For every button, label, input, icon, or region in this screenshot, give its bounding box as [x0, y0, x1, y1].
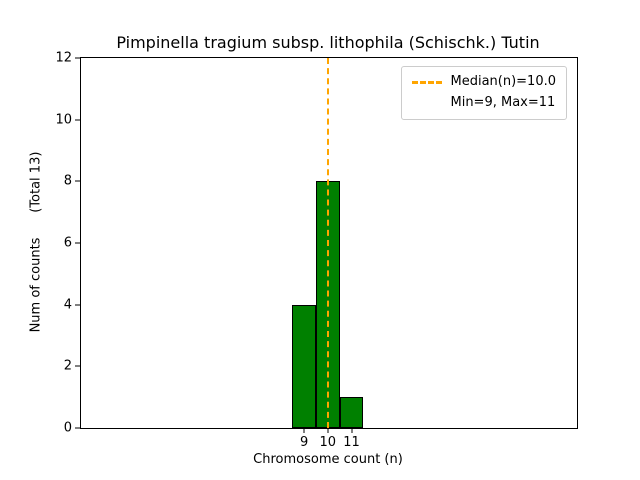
x-tick	[327, 428, 329, 433]
y-tick-label: 2	[63, 358, 72, 374]
y-tick	[75, 57, 80, 59]
x-tick	[303, 428, 305, 433]
plot-area: Median(n)=10.0 Min=9, Max=11 9 10 11 0 2 4 6 8 1…	[55, 52, 578, 449]
y-tick	[75, 242, 80, 244]
legend-item-median: Median(n)=10.0	[412, 74, 556, 89]
legend-median-label: Median(n)=10.0	[450, 74, 556, 89]
legend-minmax-label: Min=9, Max=11	[450, 95, 556, 111]
y-tick	[75, 304, 80, 306]
x-axis-label: Chromosome count (n)	[253, 452, 403, 467]
y-tick	[75, 365, 80, 367]
median-line	[326, 58, 329, 428]
x-tick-label: 11	[343, 435, 360, 450]
y-tick-label: 6	[63, 235, 72, 251]
y-tick-label: 0	[63, 420, 72, 436]
histogram-bar-11	[339, 397, 364, 428]
y-tick-label: 12	[55, 50, 72, 66]
legend-item-minmax: Min=9, Max=11	[412, 95, 556, 111]
y-tick	[75, 180, 80, 182]
x-tick	[351, 428, 353, 433]
x-tick-label: 10	[319, 435, 337, 450]
chart-title: Pimpinella tragium subsp. lithophila (Sc…	[116, 33, 540, 52]
median-dashed-line-swatch	[412, 80, 443, 84]
y-tick	[75, 119, 80, 121]
y-axis-label: Num of counts (Total 13)	[28, 151, 44, 333]
x-tick-label: 9	[299, 435, 309, 450]
legend: Median(n)=10.0 Min=9, Max=11	[401, 66, 567, 120]
y-tick-label: 8	[63, 173, 72, 189]
y-tick-label: 10	[55, 112, 72, 128]
histogram-bar-9	[292, 304, 316, 428]
y-tick	[75, 427, 80, 429]
y-tick-label: 4	[63, 297, 72, 313]
